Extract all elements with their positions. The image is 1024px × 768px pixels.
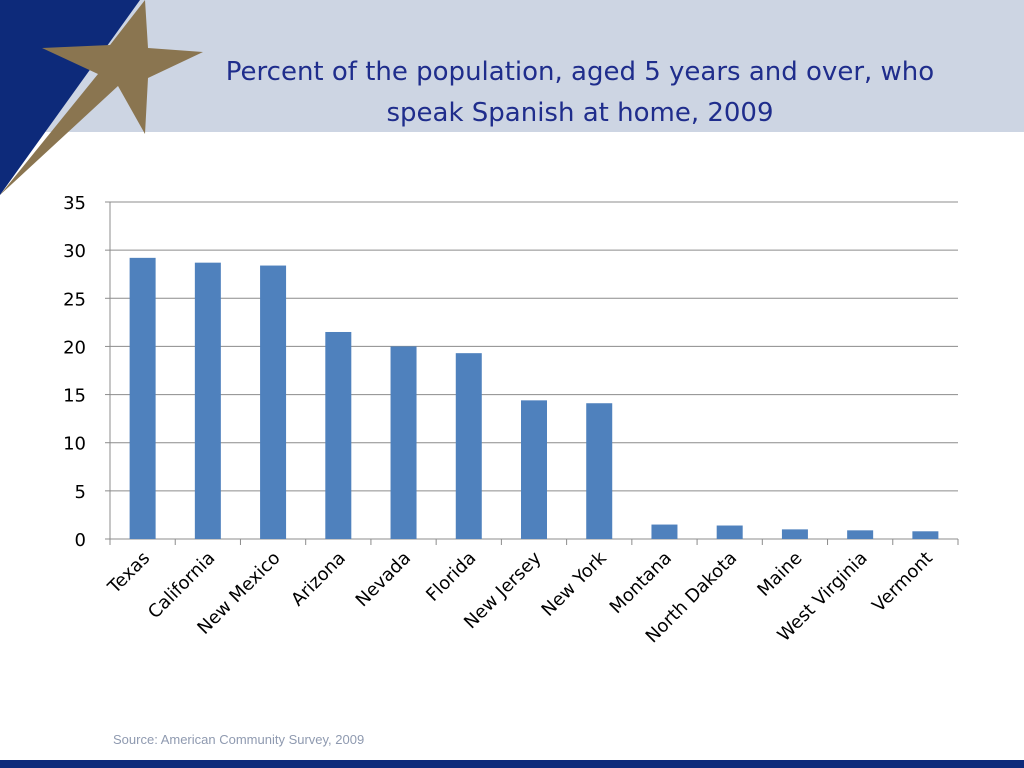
title-line-2: speak Spanish at home, 2009: [386, 98, 774, 128]
bar-nevada: [390, 346, 417, 539]
bar-west-virginia: [847, 530, 874, 539]
y-tick-label: 0: [75, 530, 86, 551]
x-category-label: Vermont: [868, 548, 937, 617]
bar-arizona: [325, 331, 352, 539]
title-line-1: Percent of the population, aged 5 years …: [225, 57, 935, 87]
bar-new-york: [586, 403, 613, 539]
bar-florida: [455, 353, 482, 539]
x-category-label: Nevada: [352, 548, 415, 611]
x-category-label: Texas: [103, 548, 154, 599]
y-tick-label: 25: [63, 289, 86, 310]
footer-bar: [0, 760, 1024, 768]
bar-maine: [781, 529, 808, 539]
source-note: Source: American Community Survey, 2009: [113, 732, 365, 747]
bar-new-mexico: [260, 265, 287, 539]
y-tick-label: 35: [63, 193, 86, 214]
y-tick-label: 30: [63, 241, 86, 262]
bar-montana: [651, 524, 678, 539]
bar-north-dakota: [716, 525, 743, 539]
y-tick-label: 10: [63, 434, 86, 455]
y-tick-label: 5: [75, 482, 86, 503]
corner-star-logo: [0, 0, 203, 195]
x-category-label: Florida: [422, 548, 480, 606]
x-category-label: Maine: [753, 548, 806, 601]
bar-new-jersey: [521, 400, 547, 539]
x-category-label: Arizona: [287, 548, 350, 611]
y-tick-label: 15: [63, 386, 86, 407]
y-tick-label: 20: [63, 337, 86, 358]
bar-vermont: [912, 531, 939, 539]
x-category-label: New York: [538, 547, 612, 621]
slide-title: Percent of the population, aged 5 years …: [180, 52, 980, 134]
bar-california: [194, 262, 221, 539]
bar-texas: [129, 257, 156, 539]
gold-star: [0, 0, 203, 195]
